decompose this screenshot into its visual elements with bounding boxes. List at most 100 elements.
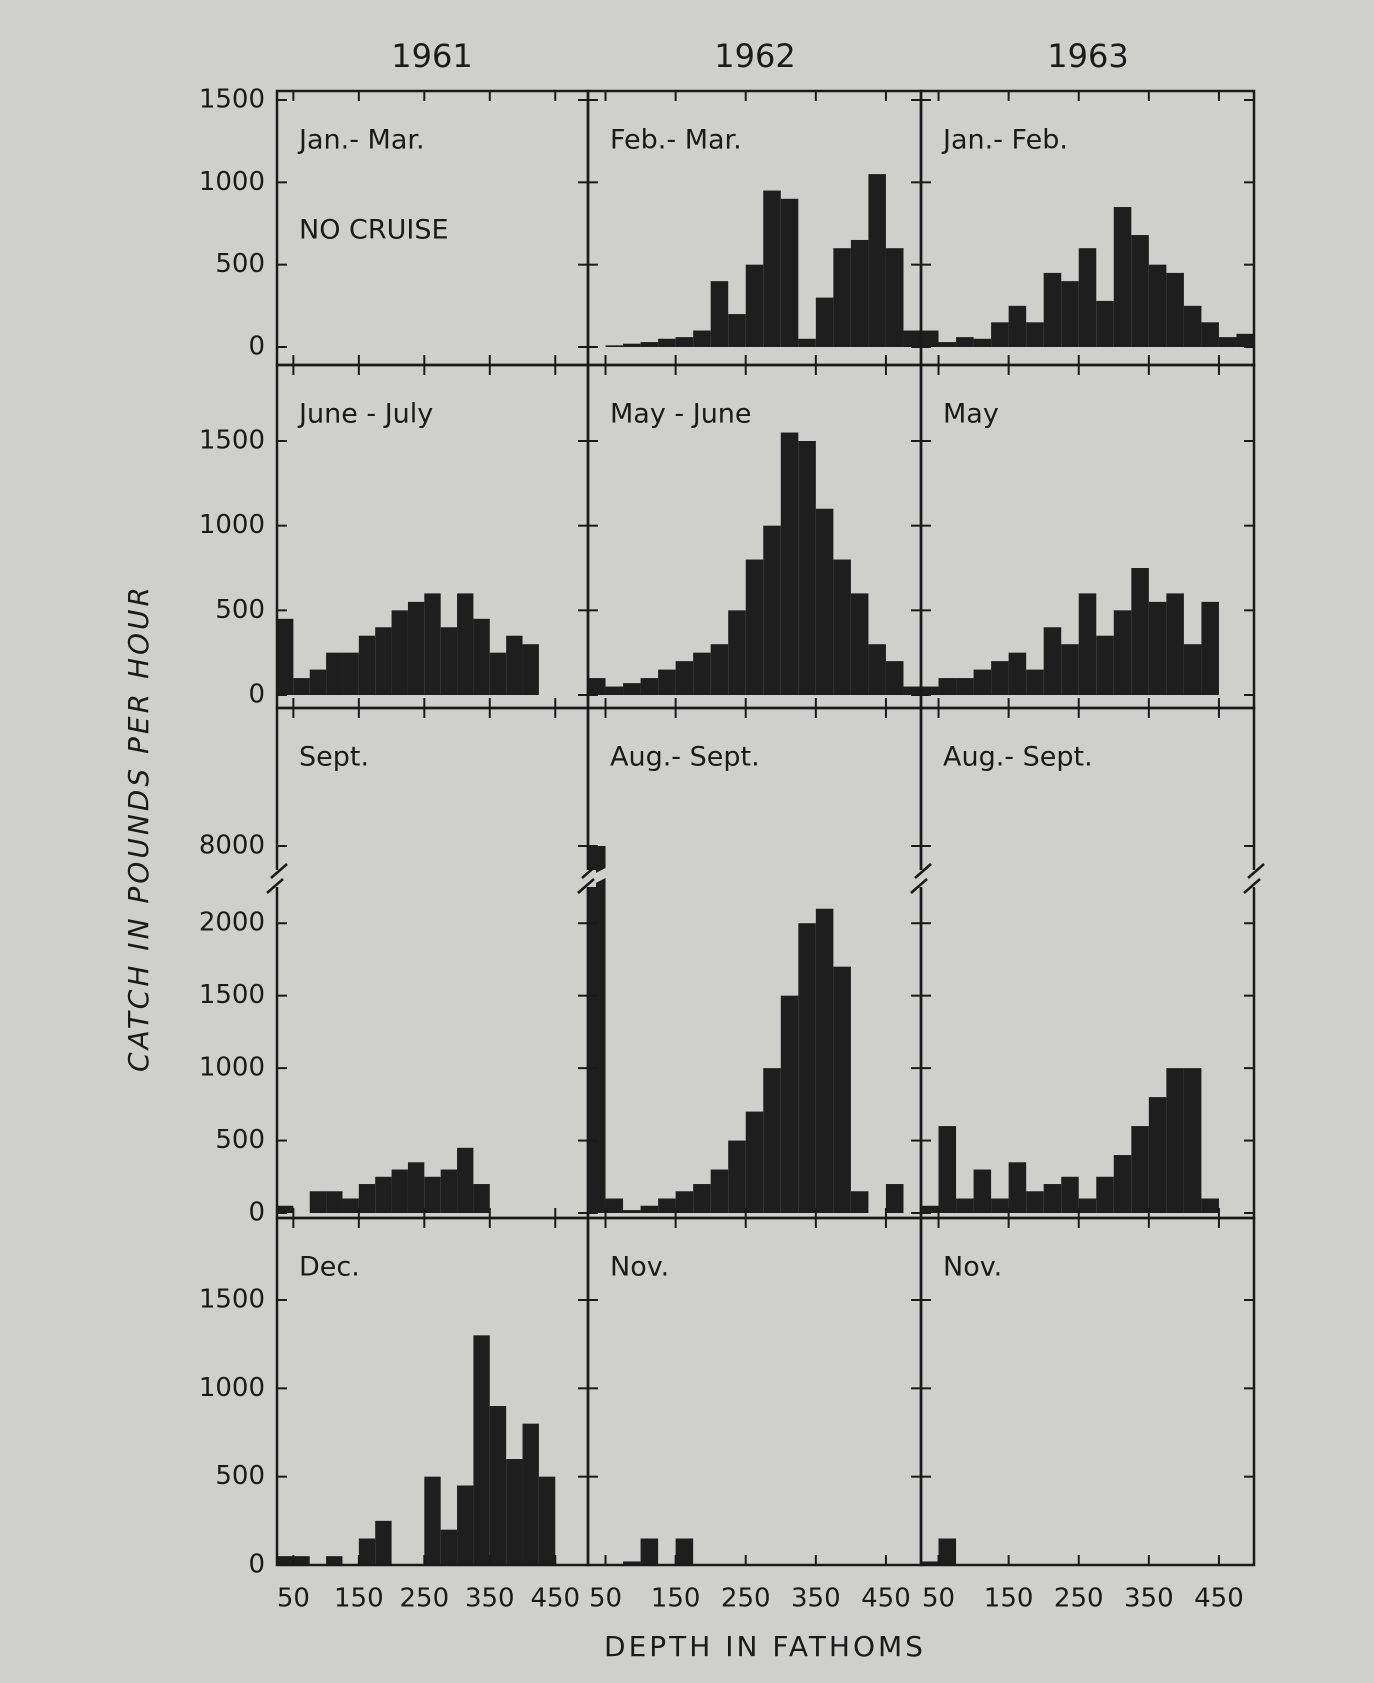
bar bbox=[424, 593, 441, 695]
x-axis-label: DEPTH IN FATHOMS bbox=[604, 1630, 926, 1663]
bar bbox=[675, 1191, 694, 1213]
panel-title: Nov. bbox=[943, 1252, 1002, 1283]
y-tick-label: 0 bbox=[248, 1550, 265, 1580]
bar bbox=[815, 297, 834, 347]
y-tick-label: 8000 bbox=[199, 831, 265, 861]
break-gap bbox=[580, 870, 596, 887]
y-tick-label: 1500 bbox=[199, 980, 265, 1010]
bar bbox=[1166, 1068, 1184, 1213]
x-tick-label: 250 bbox=[721, 1584, 771, 1614]
break-mark bbox=[1243, 878, 1261, 894]
bar bbox=[850, 593, 869, 695]
bar bbox=[623, 1561, 641, 1565]
bar bbox=[538, 1476, 556, 1565]
panel-title: Nov. bbox=[610, 1252, 669, 1283]
x-tick-label: 450 bbox=[1194, 1584, 1244, 1614]
bar bbox=[1183, 644, 1202, 695]
bar bbox=[1201, 601, 1219, 695]
bar bbox=[605, 1198, 624, 1213]
bar bbox=[1113, 610, 1132, 695]
break-gap bbox=[913, 870, 929, 887]
bar bbox=[973, 338, 992, 347]
bar bbox=[309, 1191, 327, 1213]
bar bbox=[1026, 1191, 1044, 1213]
bar bbox=[763, 1068, 781, 1213]
bar bbox=[815, 908, 834, 1213]
bar bbox=[473, 1184, 490, 1213]
bar bbox=[745, 264, 764, 347]
bar bbox=[745, 559, 764, 695]
panel-title: Feb.- Mar. bbox=[610, 125, 742, 156]
bar bbox=[658, 1198, 676, 1213]
bar bbox=[489, 652, 507, 695]
bar bbox=[1043, 272, 1062, 347]
bar bbox=[763, 525, 781, 695]
year-header: 1961 bbox=[391, 37, 472, 75]
bar bbox=[798, 441, 816, 695]
bar bbox=[991, 661, 1009, 695]
bar bbox=[780, 432, 799, 695]
y-tick-label: 0 bbox=[248, 332, 265, 362]
bar bbox=[1183, 305, 1202, 347]
bar bbox=[588, 846, 606, 1213]
break-mark bbox=[910, 878, 928, 894]
bar bbox=[1026, 669, 1044, 695]
panel-title: Jan.- Feb. bbox=[941, 125, 1068, 156]
y-tick-label: 500 bbox=[215, 1461, 265, 1491]
bar bbox=[277, 618, 294, 695]
bar bbox=[675, 661, 694, 695]
x-tick-label: 50 bbox=[922, 1584, 955, 1614]
bar bbox=[973, 1169, 992, 1213]
bar bbox=[326, 1556, 343, 1565]
bar bbox=[833, 559, 851, 695]
bar bbox=[605, 686, 624, 695]
break-gap bbox=[269, 870, 285, 887]
bar bbox=[424, 1476, 441, 1565]
bar bbox=[522, 1423, 539, 1565]
bar bbox=[833, 248, 851, 347]
bar bbox=[440, 1529, 458, 1565]
x-tick-label: 250 bbox=[399, 1584, 449, 1614]
bar bbox=[640, 1205, 659, 1213]
break-mark bbox=[914, 863, 932, 879]
bar bbox=[675, 337, 694, 347]
bar bbox=[1043, 1184, 1062, 1213]
bar bbox=[693, 652, 711, 695]
bar bbox=[763, 190, 781, 347]
panel-title: May - June bbox=[610, 399, 752, 430]
bar bbox=[885, 248, 904, 347]
bar bbox=[1148, 1097, 1167, 1213]
bar bbox=[921, 1561, 939, 1565]
x-tick-label: 50 bbox=[277, 1584, 310, 1614]
y-tick-label: 500 bbox=[215, 1125, 265, 1155]
panel-title: June - July bbox=[297, 399, 433, 430]
break-mark bbox=[1247, 863, 1265, 879]
y-tick-label: 1500 bbox=[199, 426, 265, 456]
y-tick-label: 500 bbox=[215, 595, 265, 625]
y-tick-label: 1500 bbox=[199, 85, 265, 115]
bar bbox=[375, 1520, 392, 1565]
bar bbox=[728, 314, 746, 347]
bar bbox=[938, 342, 957, 347]
x-tick-label: 350 bbox=[1124, 1584, 1174, 1614]
x-tick-label: 50 bbox=[589, 1584, 622, 1614]
panel-frame bbox=[919, 1216, 1256, 1567]
bar bbox=[640, 678, 659, 695]
break-gap bbox=[1246, 870, 1262, 887]
panel-title: Dec. bbox=[299, 1252, 360, 1283]
annotation: NO CRUISE bbox=[299, 215, 449, 246]
bar bbox=[798, 923, 816, 1213]
bar bbox=[1008, 1162, 1027, 1213]
bar bbox=[1131, 568, 1149, 695]
panel-title: Jan.- Mar. bbox=[297, 125, 425, 156]
bar bbox=[1043, 627, 1062, 695]
bar bbox=[1078, 248, 1097, 347]
x-tick-label: 450 bbox=[861, 1584, 911, 1614]
bar bbox=[1148, 264, 1167, 347]
x-tick-label: 450 bbox=[530, 1584, 580, 1614]
bar bbox=[506, 635, 523, 695]
bar bbox=[710, 1169, 729, 1213]
bar bbox=[921, 686, 939, 695]
bar bbox=[921, 330, 939, 347]
bar bbox=[1061, 281, 1079, 347]
